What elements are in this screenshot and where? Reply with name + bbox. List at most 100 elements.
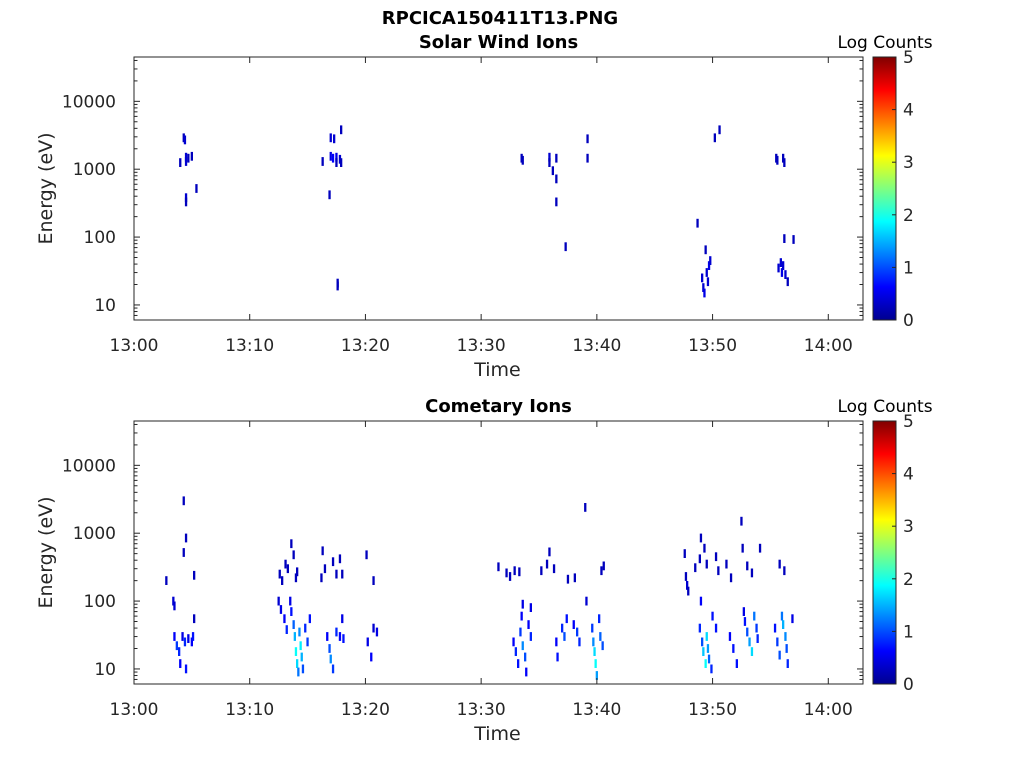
x-tick-label: 13:30 bbox=[457, 700, 506, 720]
data-cell bbox=[183, 135, 187, 145]
data-cell bbox=[709, 256, 712, 265]
data-cell bbox=[555, 153, 558, 163]
data-cell bbox=[341, 614, 344, 624]
data-cell bbox=[548, 152, 551, 162]
data-cell bbox=[701, 273, 704, 283]
data-cell bbox=[586, 153, 589, 163]
data-cell bbox=[517, 659, 520, 668]
data-cell bbox=[750, 568, 754, 578]
data-cell bbox=[565, 614, 568, 624]
data-cell bbox=[586, 134, 589, 144]
data-cell bbox=[698, 554, 701, 564]
data-cell bbox=[756, 634, 759, 643]
data-cell bbox=[519, 627, 522, 637]
data-cell bbox=[335, 627, 338, 637]
data-cell bbox=[683, 549, 686, 558]
data-cell bbox=[370, 652, 373, 662]
data-cell bbox=[331, 664, 335, 674]
data-cell bbox=[598, 614, 601, 624]
data-cell bbox=[786, 277, 789, 287]
data-cell bbox=[190, 637, 193, 647]
data-cell bbox=[601, 641, 604, 651]
data-cell bbox=[323, 564, 327, 574]
data-cell bbox=[707, 261, 711, 270]
y-tick-label: 10 bbox=[94, 296, 116, 316]
data-cell bbox=[735, 659, 738, 668]
data-cell bbox=[540, 566, 543, 576]
data-cell bbox=[717, 566, 720, 576]
data-cell bbox=[545, 559, 549, 569]
data-cell bbox=[326, 632, 329, 641]
x-tick-label: 13:20 bbox=[341, 336, 390, 356]
data-cell bbox=[277, 596, 280, 606]
data-cell bbox=[338, 554, 342, 564]
data-cell bbox=[696, 218, 699, 228]
data-cell bbox=[172, 596, 175, 606]
data-cell bbox=[529, 603, 532, 612]
data-cell bbox=[755, 623, 758, 633]
data-cell bbox=[320, 573, 323, 583]
colorbar-tick-label: 1 bbox=[903, 258, 914, 278]
data-cell bbox=[713, 133, 716, 143]
data-cell bbox=[342, 634, 345, 643]
data-cell bbox=[602, 561, 605, 571]
data-cell bbox=[294, 647, 298, 656]
data-cell bbox=[300, 652, 303, 662]
data-cell bbox=[783, 234, 786, 243]
panel-title: Cometary Ions bbox=[425, 396, 572, 417]
data-cell bbox=[306, 637, 309, 647]
data-cell bbox=[513, 566, 516, 576]
data-cell bbox=[173, 601, 176, 611]
figure-title: RPCICA150411T13.PNG bbox=[382, 8, 618, 29]
data-cell bbox=[340, 158, 343, 167]
data-cell bbox=[328, 644, 331, 653]
data-cell bbox=[521, 641, 524, 651]
data-cell bbox=[714, 552, 718, 562]
colorbar-label: Log Counts bbox=[837, 397, 932, 417]
data-cell bbox=[600, 566, 603, 576]
data-cell bbox=[599, 632, 602, 641]
data-cell bbox=[179, 659, 182, 668]
data-cell bbox=[299, 641, 302, 651]
data-cell bbox=[521, 155, 524, 165]
data-cell bbox=[340, 125, 343, 135]
data-cell bbox=[778, 650, 781, 660]
data-cell bbox=[529, 632, 532, 641]
data-cell bbox=[703, 288, 706, 298]
colorbar-tick-label: 0 bbox=[903, 675, 914, 695]
data-cell bbox=[703, 543, 706, 553]
data-cell bbox=[278, 569, 281, 579]
solar-wind-panel: Solar Wind Ions 13:00 13:10 13:20 13:30 13:40… bbox=[35, 32, 933, 381]
data-cell bbox=[181, 632, 184, 641]
data-cell bbox=[585, 596, 588, 606]
x-tick-label: 13:50 bbox=[688, 336, 737, 356]
x-tick-label: 13:40 bbox=[572, 336, 621, 356]
data-cell bbox=[321, 157, 324, 166]
data-cell bbox=[564, 242, 567, 252]
x-tick-label: 13:00 bbox=[110, 336, 159, 356]
data-cell bbox=[782, 620, 785, 629]
data-cell bbox=[572, 620, 575, 629]
data-cell bbox=[298, 627, 301, 637]
data-cell bbox=[335, 158, 338, 167]
data-cells bbox=[165, 496, 794, 680]
x-tick-label: 13:20 bbox=[341, 700, 390, 720]
data-cell bbox=[595, 671, 598, 680]
data-cell bbox=[705, 632, 708, 641]
colorbar-tick-label: 0 bbox=[903, 311, 914, 331]
data-cell bbox=[518, 567, 521, 577]
y-axis-label: Energy (eV) bbox=[35, 496, 57, 608]
data-cell bbox=[732, 644, 735, 653]
data-cell bbox=[782, 261, 785, 270]
data-cell bbox=[561, 623, 564, 633]
y-tick-label: 10000 bbox=[62, 92, 116, 112]
data-cell bbox=[704, 659, 707, 668]
data-cell bbox=[706, 277, 710, 287]
plot-area-frame bbox=[133, 420, 864, 685]
data-cell bbox=[285, 625, 288, 634]
colorbar-label: Log Counts bbox=[837, 33, 932, 53]
x-tick-label: 14:00 bbox=[804, 700, 853, 720]
data-cell bbox=[576, 627, 579, 637]
data-cell bbox=[182, 548, 185, 557]
data-cell bbox=[758, 543, 762, 553]
